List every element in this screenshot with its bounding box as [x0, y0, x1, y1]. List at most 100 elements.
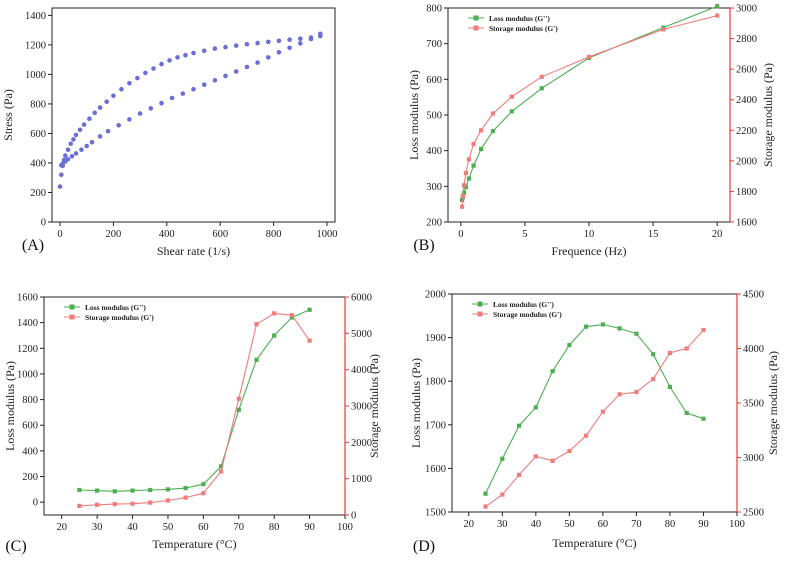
- data-point: [244, 64, 250, 70]
- data-point: [463, 171, 468, 176]
- legend-entry: Loss modulus (G''): [489, 14, 550, 23]
- data-point: [87, 116, 92, 121]
- data-point: [254, 322, 259, 327]
- data-point: [255, 60, 260, 65]
- legend-swatch-marker: [69, 304, 75, 310]
- data-point: [490, 111, 496, 116]
- series-line: [461, 15, 718, 207]
- data-point: [244, 41, 250, 47]
- data-point: [298, 36, 303, 41]
- data-point: [661, 27, 666, 32]
- data-point: [509, 109, 514, 114]
- data-point: [63, 153, 68, 158]
- x-tick-label: 400: [159, 229, 175, 240]
- y2-tick-label: 3500: [743, 399, 764, 410]
- data-point: [550, 369, 555, 374]
- x-tick-label: 1000: [316, 229, 337, 240]
- data-point: [667, 384, 672, 389]
- data-point: [584, 324, 589, 329]
- data-point: [617, 392, 622, 397]
- data-point: [533, 454, 538, 459]
- data-point: [651, 376, 656, 382]
- x-tick-label: 90: [304, 522, 315, 533]
- y-tick-label: 1800: [425, 377, 446, 388]
- legend: Loss modulus (G'')Storage modulus (G'): [472, 300, 562, 319]
- data-point: [289, 315, 294, 320]
- legend-entry: Loss modulus (G''): [493, 300, 554, 309]
- data-point: [180, 91, 186, 96]
- data-point: [130, 501, 135, 506]
- data-point: [77, 487, 82, 493]
- data-point: [509, 94, 514, 99]
- data-point: [276, 50, 282, 55]
- x-tick-label: 5: [522, 229, 527, 240]
- data-point: [112, 502, 117, 507]
- y-axis-label: Loss modulus (Pa): [407, 70, 421, 160]
- data-point: [634, 331, 639, 336]
- y-tick-label: 500: [426, 111, 442, 122]
- data-point: [318, 33, 323, 39]
- x-tick-label: 80: [665, 519, 676, 530]
- y-tick-label: 600: [22, 421, 38, 432]
- y-tick-label: 1400: [25, 11, 46, 22]
- data-point: [567, 448, 572, 454]
- data-point: [92, 110, 97, 116]
- series-up: [57, 31, 323, 189]
- data-point: [483, 504, 488, 509]
- data-point: [219, 464, 224, 469]
- legend-swatch-marker: [477, 301, 483, 307]
- series-loss-modulus: [483, 322, 706, 496]
- y-tick-label: 1900: [425, 333, 446, 344]
- plot-frame: [451, 293, 738, 513]
- data-point: [95, 488, 100, 493]
- data-point: [307, 338, 312, 343]
- data-point: [500, 492, 505, 497]
- y2-tick-label: 0: [351, 511, 356, 522]
- data-point: [97, 134, 103, 139]
- data-point: [169, 95, 175, 101]
- x-tick-label: 100: [337, 522, 353, 533]
- plot-frame: [51, 7, 336, 223]
- data-point: [191, 50, 196, 56]
- x-tick-label: 60: [198, 522, 209, 533]
- y-tick-label: 1200: [25, 40, 46, 51]
- data-point: [135, 75, 140, 81]
- data-point: [59, 162, 64, 168]
- y2-tick-label: 2800: [736, 34, 757, 45]
- y-tick-label: 1000: [25, 70, 46, 81]
- data-point: [460, 193, 465, 199]
- y-tick-label: 700: [426, 39, 442, 50]
- data-point: [233, 43, 239, 48]
- data-point: [119, 86, 124, 92]
- x-axis-label: Frequence (Hz): [552, 244, 627, 258]
- data-point: [287, 37, 292, 42]
- data-point: [143, 70, 148, 76]
- data-point: [471, 141, 476, 147]
- data-point: [69, 154, 75, 159]
- series-storage-modulus: [460, 13, 720, 209]
- data-point: [266, 39, 271, 45]
- data-point: [236, 396, 241, 401]
- x-tick-label: 20: [56, 522, 67, 533]
- data-point: [651, 352, 656, 357]
- y2-tick-label: 5000: [351, 329, 372, 340]
- data-point: [701, 416, 706, 421]
- y-tick-label: 400: [30, 158, 46, 169]
- x-tick-label: 100: [729, 519, 745, 530]
- data-point: [201, 48, 207, 54]
- x-tick-label: 50: [564, 519, 575, 530]
- data-point: [148, 487, 153, 493]
- data-point: [276, 38, 282, 44]
- x-tick-label: 200: [106, 229, 122, 240]
- data-point: [461, 183, 467, 188]
- y-tick-label: 1200: [17, 344, 38, 355]
- data-point: [533, 405, 538, 410]
- data-point: [148, 500, 153, 505]
- data-point: [104, 99, 109, 104]
- y-tick-label: 200: [426, 218, 442, 229]
- x-axis-label: Temperature (°C): [152, 537, 236, 551]
- data-point: [127, 81, 132, 86]
- y-axis-label: Stress (Pa): [1, 89, 15, 141]
- data-point: [287, 45, 292, 51]
- data-point: [600, 322, 605, 327]
